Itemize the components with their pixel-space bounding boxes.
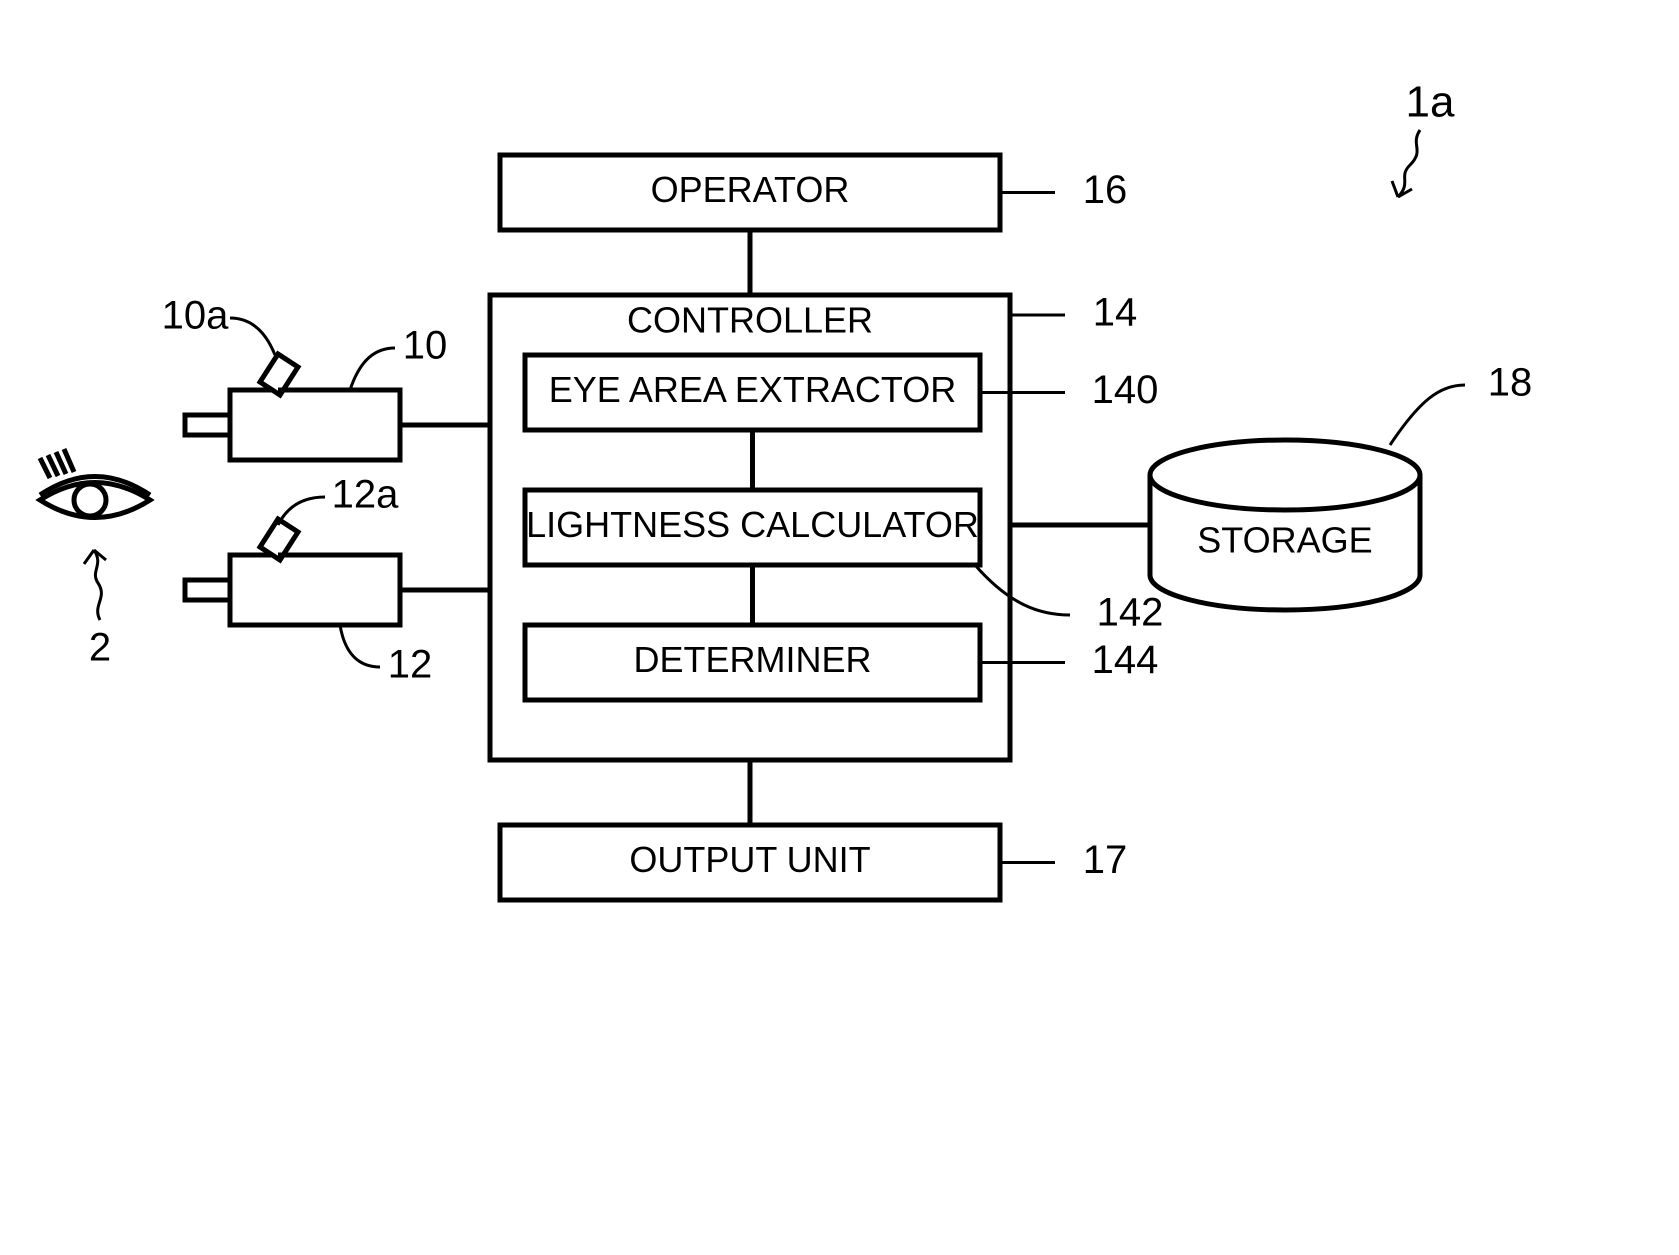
storage-label: STORAGE xyxy=(1197,520,1372,561)
eye-extractor-ref: 140 xyxy=(1092,368,1159,412)
system-ref: 1a xyxy=(1406,78,1455,127)
cam-bot-sensor-ref: 12a xyxy=(332,473,399,517)
operator-label: OPERATOR xyxy=(651,169,850,210)
determiner-label: DETERMINER xyxy=(633,639,871,680)
eye-extractor-label: EYE AREA EXTRACTOR xyxy=(549,369,956,410)
camera-bottom xyxy=(185,519,400,625)
lightness-label: LIGHTNESS CALCULATOR xyxy=(526,504,979,545)
operator-ref: 16 xyxy=(1083,168,1128,212)
camera-top xyxy=(185,354,400,460)
output-label: OUTPUT UNIT xyxy=(629,839,870,880)
cam-bot-ref: 12 xyxy=(388,643,433,687)
lightness-ref: 142 xyxy=(1097,591,1164,635)
storage-ref: 18 xyxy=(1488,361,1533,405)
output-ref: 17 xyxy=(1083,838,1128,882)
determiner-ref: 144 xyxy=(1092,638,1159,682)
controller-label: CONTROLLER xyxy=(627,300,873,341)
cam-top-ref: 10 xyxy=(403,324,448,368)
eye-icon xyxy=(40,449,150,518)
eye-ref: 2 xyxy=(89,626,111,670)
cam-top-sensor-ref: 10a xyxy=(162,294,229,338)
controller-ref: 14 xyxy=(1093,291,1138,335)
